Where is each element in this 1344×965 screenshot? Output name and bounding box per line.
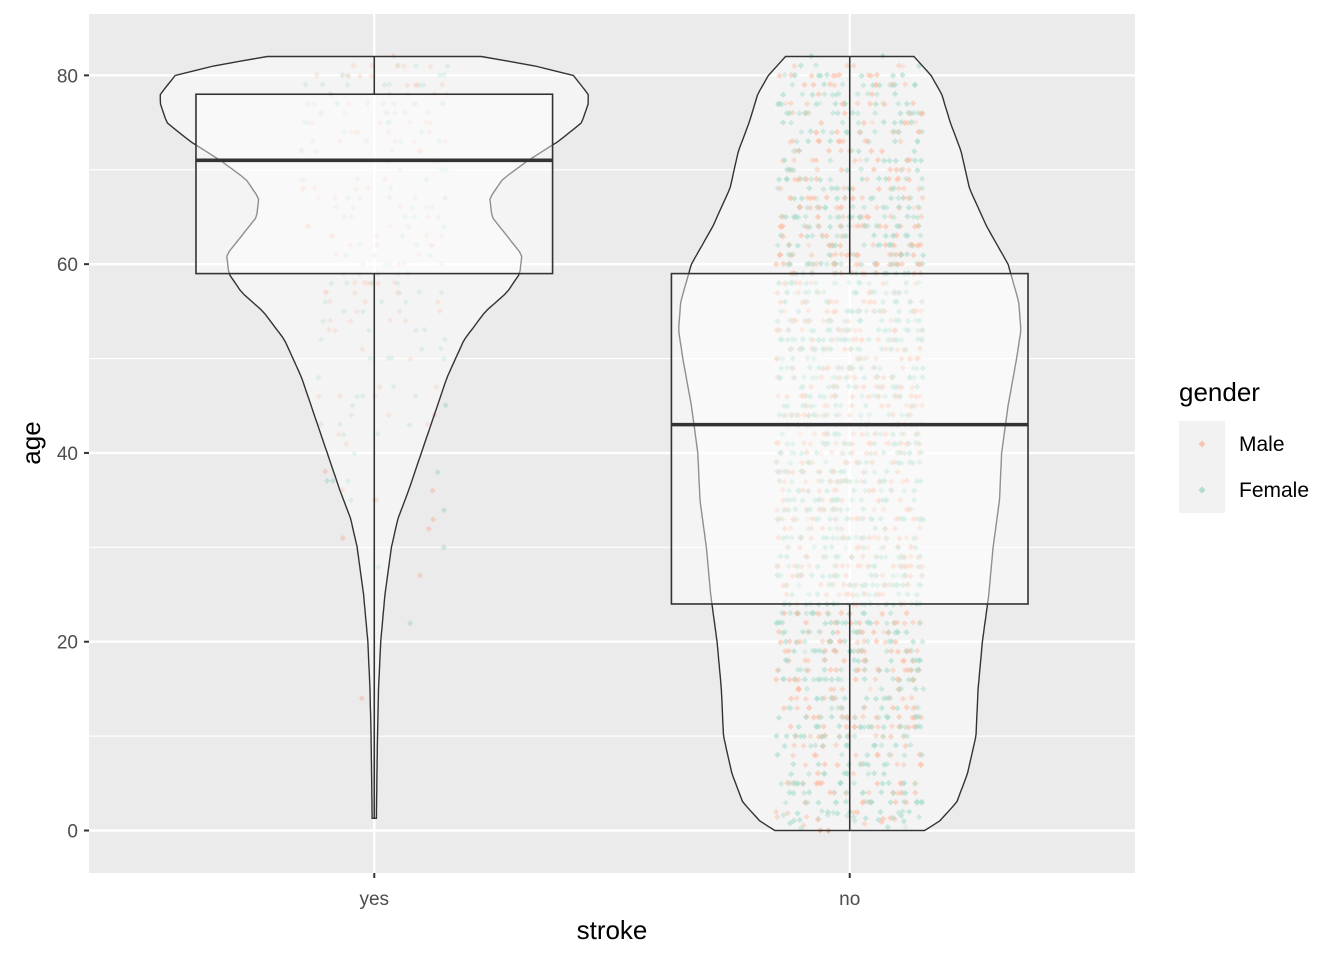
chart-svg: 020406080 yesno stroke age gender Male F…: [0, 0, 1344, 960]
chart: 020406080 yesno stroke age gender Male F…: [0, 0, 1344, 960]
